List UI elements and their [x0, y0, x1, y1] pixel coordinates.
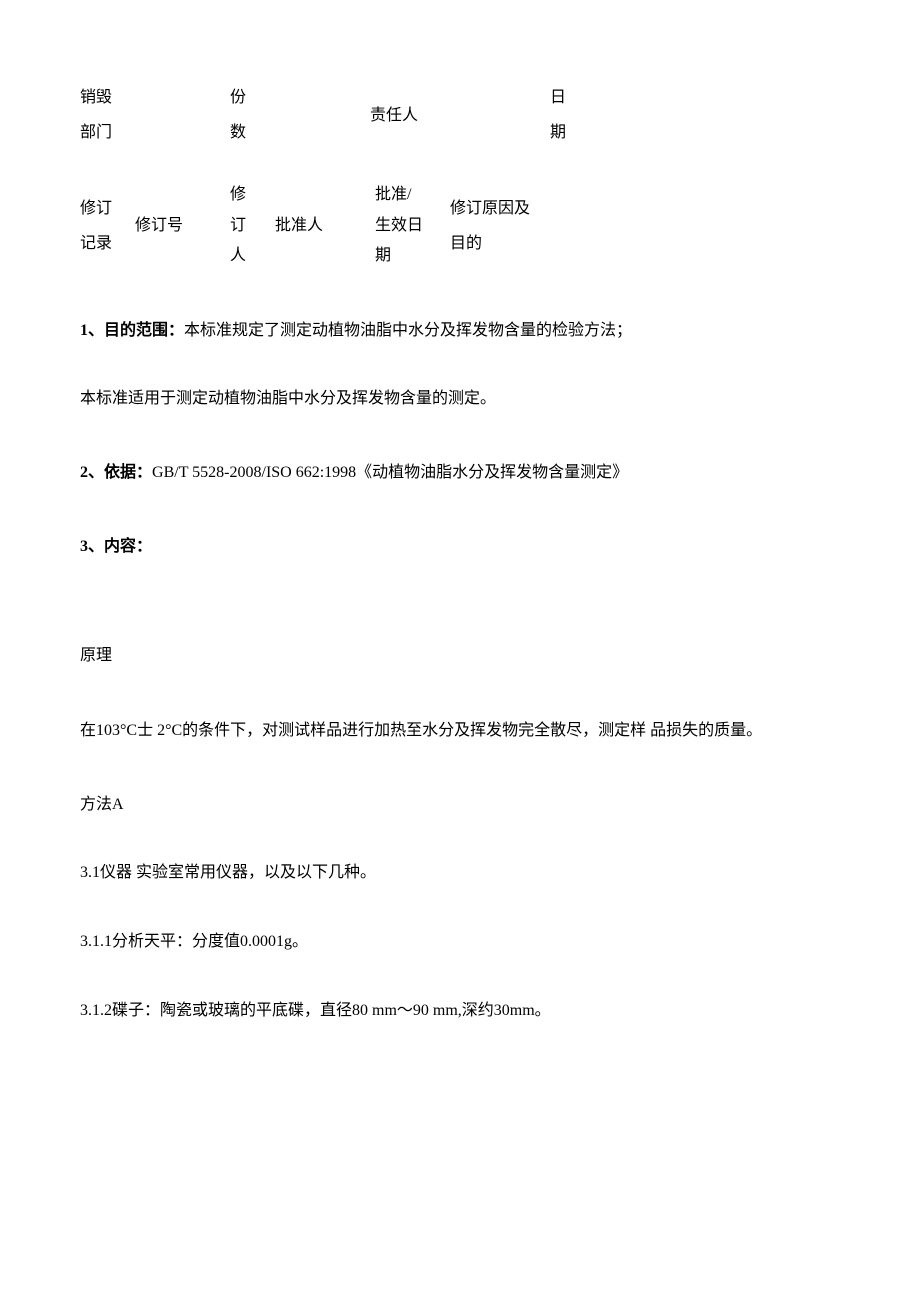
section-1-label: 1、目的范围： — [80, 322, 184, 339]
cell-responsible: 责任人 — [370, 80, 550, 150]
destruction-record-row: 销毁 部门 份 数 责任人 日 期 — [80, 80, 840, 150]
text: 修订号 — [135, 208, 230, 243]
cell-reviser: 修 订 人 — [230, 180, 275, 271]
item-3-1: 3.1仪器 实验室常用仪器，以及以下几种。 — [80, 859, 840, 888]
text: 记录 — [80, 226, 135, 261]
cell-revision-no: 修订号 — [135, 180, 230, 271]
section-2-label: 2、依据： — [80, 464, 152, 481]
text: 日 — [550, 80, 630, 115]
text: 修 — [230, 180, 275, 210]
cell-revision-record: 修订 记录 — [80, 180, 135, 271]
text: 销毁 — [80, 80, 230, 115]
cell-destruction-dept: 销毁 部门 — [80, 80, 230, 150]
section-1: 1、目的范围：本标准规定了测定动植物油脂中水分及挥发物含量的检验方法； — [80, 317, 840, 346]
cell-approver: 批准人 — [275, 180, 375, 271]
text: 3.1.1分析天平：分度值0.0001g。 — [80, 933, 308, 950]
text: 订 — [230, 211, 275, 241]
section-1-text: 本标准规定了测定动植物油脂中水分及挥发物含量的检验方法； — [184, 322, 632, 339]
revision-record-row: 修订 记录 修订号 修 订 人 批准人 批准/ 生效日 期 修订原因及 目的 — [80, 180, 840, 271]
text: 人 — [230, 241, 275, 271]
text: 修订 — [80, 191, 135, 226]
section-2: 2、依据：GB/T 5528-2008/ISO 662:1998《动植物油脂水分… — [80, 459, 840, 488]
text: 生效日 — [375, 211, 450, 241]
text: 批准/ — [375, 180, 450, 210]
text: 部门 — [80, 115, 230, 150]
cell-copies: 份 数 — [230, 80, 370, 150]
text: 方法A — [80, 796, 124, 813]
text: 期 — [550, 115, 630, 150]
text: 期 — [375, 241, 450, 271]
principle-text: 在103°C士 2°C的条件下，对测试样品进行加热至水分及挥发物完全散尽，测定样… — [80, 711, 840, 751]
section-2-text: GB/T 5528-2008/ISO 662:1998《动植物油脂水分及挥发物含… — [152, 464, 628, 481]
item-3-1-1: 3.1.1分析天平：分度值0.0001g。 — [80, 928, 840, 957]
cell-approve-date: 批准/ 生效日 期 — [375, 180, 450, 271]
method-a-heading: 方法A — [80, 791, 840, 820]
cell-revision-reason: 修订原因及 目的 — [450, 180, 580, 271]
text: 修订原因及 — [450, 191, 580, 226]
section-3: 3、内容： — [80, 533, 840, 562]
text: 本标准适用于测定动植物油脂中水分及挥发物含量的测定。 — [80, 390, 496, 407]
item-3-1-2: 3.1.2碟子：陶瓷或玻璃的平底碟，直径80 mm～90 mm,深约30mm。 — [80, 997, 840, 1026]
text: 3.1.2碟子：陶瓷或玻璃的平底碟，直径80 mm～90 mm,深约30mm。 — [80, 1002, 551, 1019]
text: 在103°C士 2°C的条件下，对测试样品进行加热至水分及挥发物完全散尽，测定样… — [80, 722, 762, 739]
text: 数 — [230, 115, 370, 150]
section-1-para2: 本标准适用于测定动植物油脂中水分及挥发物含量的测定。 — [80, 385, 840, 414]
principle-heading: 原理 — [80, 642, 840, 671]
text: 责任人 — [370, 98, 550, 133]
text: 3.1仪器 实验室常用仪器，以及以下几种。 — [80, 864, 376, 881]
text: 原理 — [80, 647, 112, 664]
text: 目的 — [450, 226, 580, 261]
text: 份 — [230, 80, 370, 115]
cell-date: 日 期 — [550, 80, 630, 150]
section-3-label: 3、内容： — [80, 538, 152, 555]
text: 批准人 — [275, 208, 375, 243]
